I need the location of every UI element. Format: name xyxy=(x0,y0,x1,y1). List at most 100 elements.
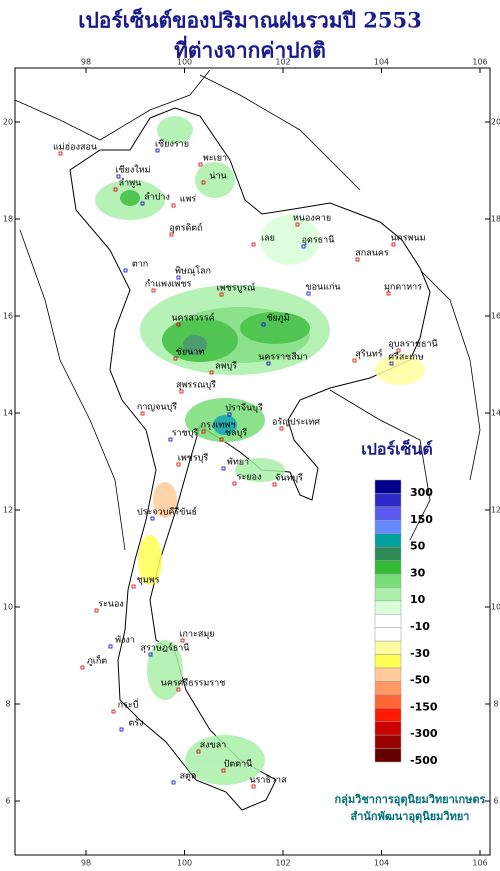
province-label: เกาะสมุย xyxy=(179,630,214,640)
station xyxy=(179,389,184,394)
legend-label: 10 xyxy=(410,593,426,606)
lat-tick-label: 18 xyxy=(3,215,13,224)
title: เปอร์เซ็นต์ของปริมาณฝนรวมปี 2553 xyxy=(78,7,421,33)
province-label: แม่ฮ่องสอน xyxy=(53,143,97,153)
legend-swatch xyxy=(374,748,402,763)
lat-tick-label: 10 xyxy=(491,603,500,612)
province-label: สงขลา xyxy=(200,741,227,751)
province-label: พิษณุโลก xyxy=(175,266,211,277)
province-label: กำแพงเพชร xyxy=(145,279,192,290)
province-label: นครศรีธรรมราช xyxy=(161,678,226,689)
legend-swatch xyxy=(374,721,402,736)
station xyxy=(131,584,136,589)
station xyxy=(171,780,176,785)
province-label: แพร่ xyxy=(180,195,197,205)
legend-label: -50 xyxy=(410,674,430,687)
legend-swatch xyxy=(374,506,402,521)
station xyxy=(201,180,206,185)
legend-swatch xyxy=(374,667,402,682)
province-label: เชียงใหม่ xyxy=(115,165,150,176)
lon-tick-label: 106 xyxy=(472,859,487,868)
province-label: นครราชสีมา xyxy=(258,352,307,363)
province-label: ศรีสะเกษ xyxy=(388,352,423,363)
province-label: ตาก xyxy=(132,260,148,270)
province-label: สตูล xyxy=(180,772,197,782)
province-label: กรุงเทพฯ xyxy=(201,421,236,431)
station xyxy=(94,608,99,613)
lon-tick-label: 98 xyxy=(81,58,91,67)
station xyxy=(168,437,173,442)
legend-swatch xyxy=(374,600,402,615)
legend-swatch xyxy=(374,681,402,696)
province-label: กระบี่ xyxy=(118,698,139,711)
station xyxy=(219,292,224,297)
lon-tick-label: 100 xyxy=(177,859,192,868)
borders xyxy=(14,69,481,551)
station xyxy=(148,652,153,657)
lat-tick-label: 8 xyxy=(5,700,10,709)
station xyxy=(301,244,306,249)
lon-tick-label: 106 xyxy=(472,58,487,67)
province-label: สุรินทร์ xyxy=(355,348,382,360)
station xyxy=(201,429,206,434)
station xyxy=(279,426,284,431)
subtitle: ที่ต่างจากค่าปกติ xyxy=(174,35,326,63)
legend-swatch xyxy=(374,640,402,655)
province-label: ชลบุรี xyxy=(225,428,247,439)
lon-tick-label: 104 xyxy=(374,58,389,67)
station xyxy=(196,749,201,754)
province-label: ประจวบคีรีขันธ์ xyxy=(137,506,197,518)
station xyxy=(251,784,256,789)
lat-tick-label: 10 xyxy=(3,603,13,612)
station xyxy=(150,516,155,521)
legend-label: -300 xyxy=(410,727,438,740)
province-label: เลย xyxy=(261,234,275,244)
station xyxy=(58,151,63,156)
station xyxy=(108,644,113,649)
lat-tick-label: 20 xyxy=(3,118,13,127)
province-label: ชุมพร xyxy=(137,576,160,586)
lon-tick-label: 100 xyxy=(177,58,192,67)
station xyxy=(140,411,145,416)
province-label: พะเยา xyxy=(203,154,227,164)
rain-shading xyxy=(95,116,425,785)
province-label: มุกดาหาร xyxy=(384,283,422,293)
province-label: ขอนแก่น xyxy=(305,283,340,293)
station xyxy=(209,370,214,375)
legend-swatch xyxy=(374,734,402,749)
station xyxy=(391,242,396,247)
province-label: อรัญประเทศ xyxy=(272,418,320,428)
province-label: ภูเก็ต xyxy=(87,654,107,667)
station xyxy=(176,322,181,327)
station xyxy=(80,665,85,670)
lat-tick-label: 8 xyxy=(493,700,498,709)
province-label: สุราษฎร์ธานี xyxy=(141,642,190,654)
station xyxy=(272,482,277,487)
station xyxy=(171,203,176,208)
lat-tick-label: 12 xyxy=(491,506,500,515)
legend-swatch xyxy=(374,533,402,548)
province-label: ระยอง xyxy=(237,473,262,483)
station xyxy=(176,462,181,467)
province-label: สกลนคร xyxy=(355,249,389,259)
station xyxy=(111,709,116,714)
province-label: ลำปาง xyxy=(144,192,170,203)
lon-tick-label: 98 xyxy=(81,859,91,868)
legend-label: 150 xyxy=(410,513,433,526)
province-label: กาญจนบุรี xyxy=(137,402,177,413)
station xyxy=(221,768,226,773)
lat-tick-label: 14 xyxy=(491,409,500,418)
station xyxy=(221,466,226,471)
station xyxy=(219,437,224,442)
lat-tick-label: 6 xyxy=(5,797,10,806)
station xyxy=(180,638,185,643)
station xyxy=(169,232,174,237)
province-label: จันทบุรี xyxy=(275,473,303,484)
station xyxy=(251,242,256,247)
legend-label: 50 xyxy=(410,540,426,553)
lat-tick-label: 14 xyxy=(3,409,13,418)
lat-tick-label: 18 xyxy=(491,215,500,224)
legend-swatch xyxy=(374,493,402,508)
province-label: ตรัง xyxy=(128,719,143,729)
